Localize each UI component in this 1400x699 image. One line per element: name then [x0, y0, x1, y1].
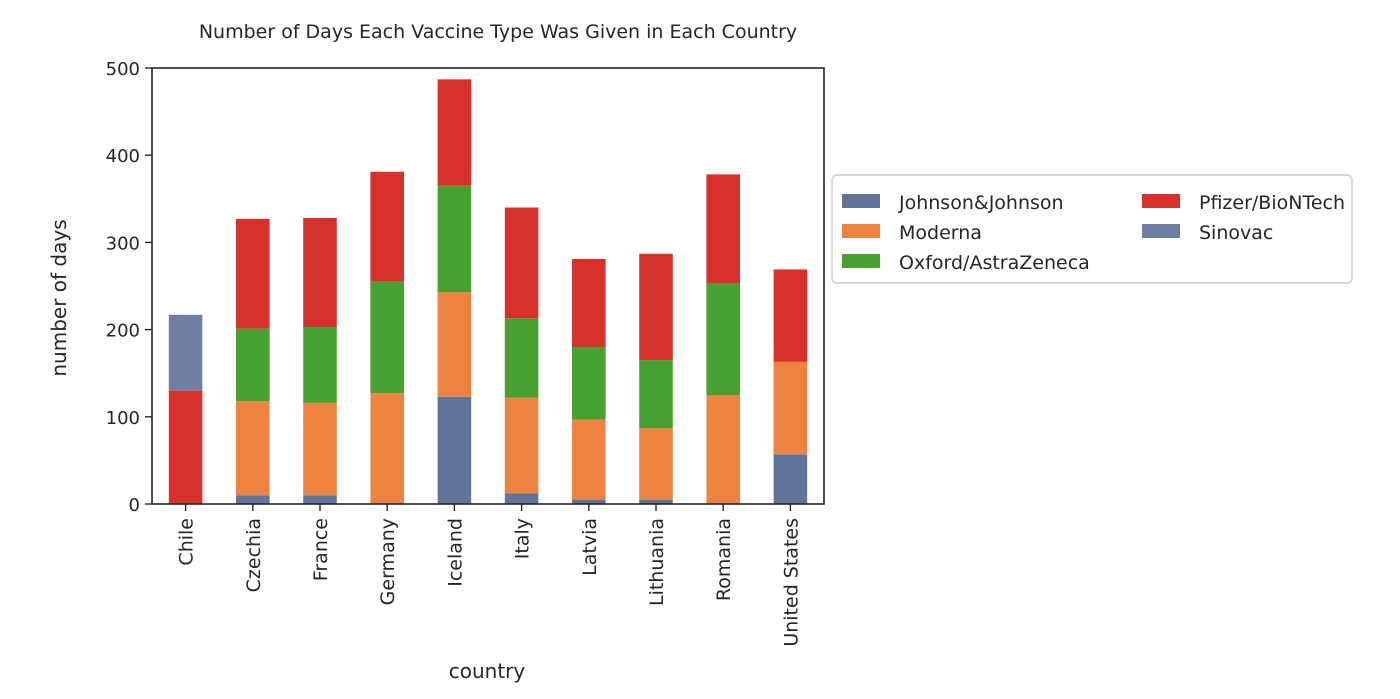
chart-title: Number of Days Each Vaccine Type Was Giv… — [199, 21, 797, 43]
y-tick-label: 300 — [106, 233, 140, 254]
bar-germany-oxford-astrazeneca — [370, 281, 404, 394]
bar-czechia-pfizer-biontech — [236, 218, 270, 329]
bar-lithuania-oxford-astrazeneca — [639, 360, 673, 429]
x-tick-label-france: France — [310, 518, 332, 581]
bar-latvia-pfizer-biontech — [572, 258, 606, 348]
legend-swatch-sinovac — [1142, 224, 1180, 238]
bar-germany-pfizer-biontech — [370, 171, 404, 282]
x-tick-label-latvia: Latvia — [579, 518, 601, 576]
y-tick-label: 100 — [106, 408, 140, 429]
bar-iceland-pfizer-biontech — [437, 79, 472, 186]
legend-label-sinovac: Sinovac — [1199, 222, 1273, 244]
bar-iceland-oxford-astrazeneca — [437, 185, 472, 293]
bar-latvia-johnson-johnson — [572, 499, 606, 504]
bar-france-moderna — [303, 402, 337, 496]
x-tick-label-germany: Germany — [377, 518, 399, 605]
legend-swatch-pfizer-biontech — [1142, 194, 1180, 208]
bar-iceland-moderna — [437, 292, 472, 397]
x-tick-label-lithuania: Lithuania — [646, 518, 668, 606]
bar-united-states-moderna — [773, 361, 808, 455]
bar-italy-pfizer-biontech — [504, 207, 539, 319]
bar-czechia-oxford-astrazeneca — [236, 328, 270, 402]
y-tick-label: 0 — [129, 495, 140, 516]
bar-united-states-johnson-johnson — [773, 454, 808, 504]
bar-italy-moderna — [504, 397, 539, 494]
x-tick-label-romania: Romania — [713, 518, 735, 601]
y-axis-label: number of days — [47, 219, 71, 376]
bar-chile-pfizer-biontech — [168, 390, 203, 504]
bar-chile-sinovac — [168, 314, 203, 391]
legend-swatch-oxford-astrazeneca — [842, 254, 880, 268]
y-axis: 0 100 200 300 400 500 — [106, 59, 152, 516]
x-axis: Chile Czechia France Germany Iceland Italy Lat… — [176, 504, 802, 647]
y-tick-label: 500 — [106, 59, 140, 80]
bar-lithuania-pfizer-biontech — [639, 253, 673, 361]
legend-swatch-johnson-johnson — [842, 194, 880, 208]
y-tick-label: 400 — [106, 146, 140, 167]
bar-france-pfizer-biontech — [303, 217, 337, 327]
x-tick-label-chile: Chile — [176, 518, 198, 566]
plot-frame — [151, 67, 825, 505]
bar-italy-oxford-astrazeneca — [504, 318, 539, 398]
bar-united-states-pfizer-biontech — [773, 269, 808, 362]
x-tick-label-czechia: Czechia — [243, 518, 265, 592]
legend-swatch-moderna — [842, 224, 880, 238]
bar-france-johnson-johnson — [303, 495, 337, 504]
x-tick-label-iceland: Iceland — [444, 518, 466, 587]
bars-group — [168, 79, 808, 504]
bar-iceland-johnson-johnson — [437, 396, 472, 504]
bar-italy-johnson-johnson — [504, 493, 539, 504]
bar-france-oxford-astrazeneca — [303, 326, 337, 403]
bar-lithuania-moderna — [639, 428, 673, 500]
legend-box — [831, 174, 1353, 284]
bar-lithuania-johnson-johnson — [639, 499, 673, 504]
x-tick-label-italy: Italy — [512, 518, 534, 559]
legend-label-johnson-johnson: Johnson&Johnson — [898, 192, 1064, 214]
x-axis-label: country — [449, 659, 526, 683]
legend-label-pfizer-biontech: Pfizer/BioNTech — [1199, 192, 1345, 214]
bar-germany-moderna — [370, 393, 404, 504]
bar-romania-pfizer-biontech — [706, 174, 740, 284]
legend: Johnson&Johnson Moderna Oxford/AstraZeneca… — [831, 174, 1353, 284]
bar-romania-oxford-astrazeneca — [706, 283, 740, 395]
legend-label-oxford-astrazeneca: Oxford/AstraZeneca — [899, 252, 1090, 274]
bar-latvia-moderna — [572, 419, 606, 500]
y-tick-label: 200 — [106, 321, 140, 342]
legend-label-moderna: Moderna — [899, 222, 982, 244]
bar-czechia-johnson-johnson — [236, 495, 270, 504]
bar-latvia-oxford-astrazeneca — [572, 347, 606, 420]
x-tick-label-united-states: United States — [780, 518, 802, 647]
bar-romania-moderna — [706, 395, 740, 504]
bar-czechia-moderna — [236, 401, 270, 496]
